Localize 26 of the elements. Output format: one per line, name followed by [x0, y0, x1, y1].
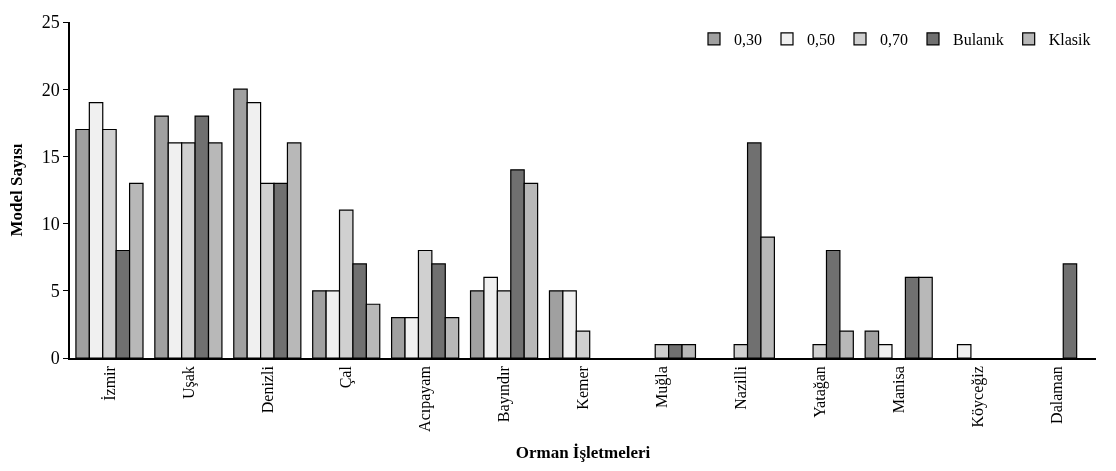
- y-tick-label: 0: [50, 348, 60, 369]
- y-tick-label: 10: [41, 213, 60, 234]
- legend-label: Klasik: [1048, 31, 1091, 49]
- y-tick-label: 20: [41, 79, 60, 100]
- y-tick-label: 15: [41, 146, 60, 167]
- y-axis-title: Model Sayısı: [6, 143, 26, 237]
- x-tick-label: Yatağan: [810, 366, 829, 418]
- x-tick-label: Kemer: [574, 365, 592, 410]
- x-tick-label: Muğla: [653, 366, 672, 408]
- y-tick-label: 5: [50, 281, 60, 302]
- x-tick-label: Uşak: [179, 366, 198, 400]
- x-tick-label: Dalaman: [1047, 366, 1065, 424]
- x-tick-label: Bayındır: [495, 365, 514, 423]
- x-tick-label: Denizli: [258, 365, 276, 414]
- legend-label: 0,30: [734, 31, 762, 49]
- x-axis-title: Orman İşletmeleri: [515, 442, 651, 462]
- legend-label: 0,50: [807, 31, 835, 49]
- x-tick-label: Nazilli: [732, 365, 750, 410]
- legend-label: Bulanık: [953, 31, 1004, 49]
- x-tick-label: Acıpayam: [416, 365, 435, 432]
- x-tick-label: Köyceğiz: [968, 366, 987, 428]
- x-tick-label: Çal: [337, 365, 356, 389]
- y-tick-label: 25: [41, 12, 60, 33]
- x-tick-label: İzmir: [100, 365, 118, 401]
- legend-label: 0,70: [880, 31, 908, 49]
- x-tick-label: Manisa: [889, 366, 907, 414]
